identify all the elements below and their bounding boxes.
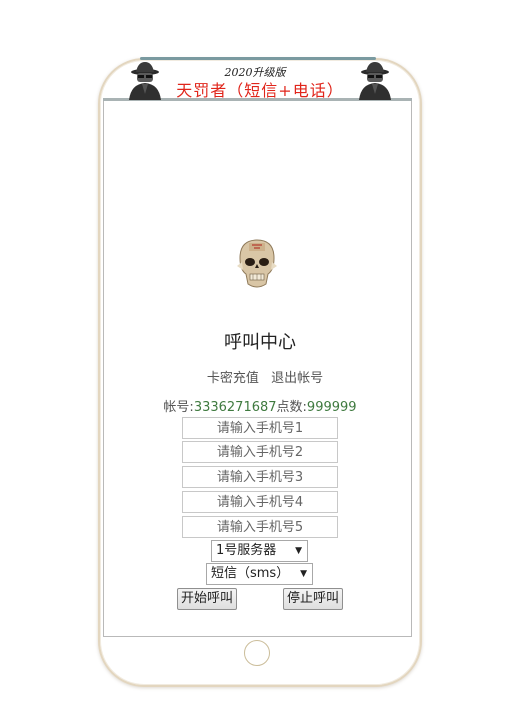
phone-input-5[interactable] bbox=[182, 516, 338, 538]
phone-top-edge bbox=[140, 57, 376, 60]
stop-call-button[interactable]: 停止呼叫 bbox=[283, 588, 343, 610]
server-select-value: 1号服务器 bbox=[216, 543, 277, 558]
mode-select-value: 短信（sms） bbox=[211, 566, 290, 581]
recharge-link[interactable]: 卡密充值 bbox=[206, 371, 259, 386]
banner-subtitle: 2020升级版 bbox=[224, 66, 286, 79]
mode-select[interactable]: 短信（sms） ▼ bbox=[206, 563, 313, 585]
account-links: 卡密充值 退出帐号 bbox=[170, 367, 360, 386]
phone-input-4[interactable] bbox=[182, 491, 338, 513]
phone-input-1[interactable] bbox=[182, 417, 338, 439]
dropdown-arrow-icon: ▼ bbox=[295, 546, 302, 556]
hacker-icon bbox=[359, 62, 391, 100]
home-button[interactable] bbox=[244, 640, 270, 666]
server-select[interactable]: 1号服务器 ▼ bbox=[211, 540, 308, 562]
points-label: 点数: bbox=[276, 400, 307, 415]
phone-input-3[interactable] bbox=[182, 466, 338, 488]
account-info: 帐号:3336271687点数:999999 bbox=[150, 396, 370, 415]
logout-link[interactable]: 退出帐号 bbox=[271, 371, 324, 386]
points-value: 999999 bbox=[306, 400, 357, 415]
screen-top-bar bbox=[103, 98, 412, 101]
start-call-button[interactable]: 开始呼叫 bbox=[177, 588, 237, 610]
dropdown-arrow-icon: ▼ bbox=[300, 569, 307, 579]
hacker-icon bbox=[129, 62, 161, 100]
account-id-label: 帐号: bbox=[163, 400, 194, 415]
page-title: 呼叫中心 bbox=[224, 332, 296, 353]
phone-input-2[interactable] bbox=[182, 441, 338, 463]
skull-icon bbox=[237, 239, 277, 288]
banner-title: 天罚者（短信+电话） bbox=[176, 81, 344, 100]
account-id-value: 3336271687 bbox=[193, 400, 277, 415]
